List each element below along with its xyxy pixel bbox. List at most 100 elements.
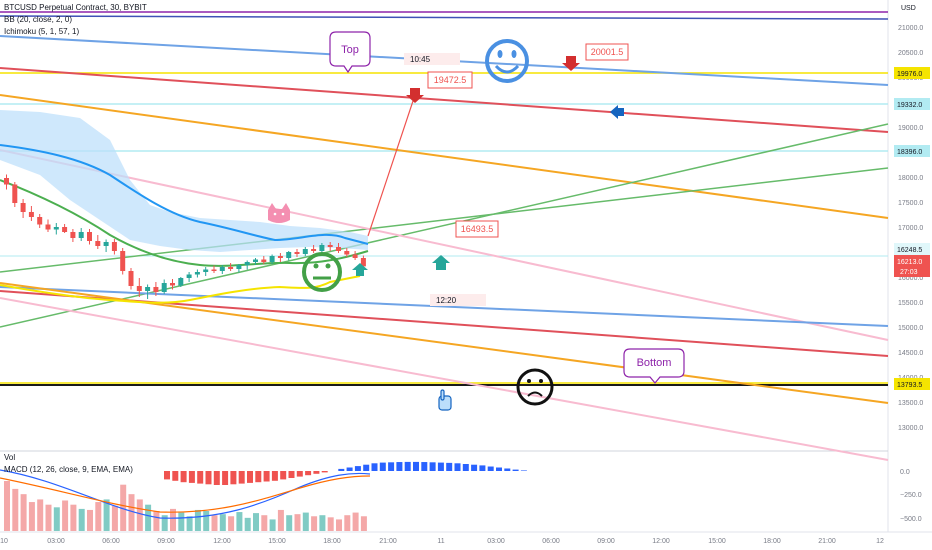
macd-histogram — [164, 461, 527, 485]
candle — [186, 272, 192, 282]
bottom-callout[interactable]: Bottom — [623, 348, 685, 384]
candle — [128, 268, 134, 290]
top-callout[interactable]: Top — [329, 31, 371, 74]
lower-band-line — [0, 275, 361, 304]
candle-body — [128, 271, 134, 286]
macd-bar — [379, 462, 386, 471]
svg-text:16213.0: 16213.0 — [897, 259, 922, 266]
volume-bar — [145, 504, 152, 531]
trendline-green-shallow — [0, 167, 889, 273]
time-tick-label: 12:00 — [652, 538, 670, 545]
candle-body — [228, 267, 234, 269]
price-tick-label: 14500.0 — [898, 350, 923, 357]
macd-bar — [479, 465, 486, 471]
macd-bar — [388, 462, 395, 471]
arrow-up-icon[interactable] — [432, 255, 450, 270]
candle-body — [261, 259, 267, 262]
volume-bar — [203, 511, 210, 531]
volume-bar — [20, 494, 27, 531]
price-badge-19976: 19976.0 — [894, 67, 930, 79]
candle-body — [120, 251, 126, 271]
time-tick-label: 21:00 — [818, 538, 836, 545]
candle — [269, 254, 275, 264]
bottom-callout-label: Bottom — [637, 357, 672, 369]
macd-bar — [512, 469, 519, 471]
volume-bar — [261, 515, 268, 531]
target-20001[interactable]: 20001.5 — [585, 43, 629, 61]
macd-bar — [222, 471, 229, 485]
macd-bar — [263, 471, 270, 482]
bb-legend[interactable]: BB (20, close, 2, 0) — [4, 15, 72, 24]
macd-axis-ticks: 0.0 −250.0 −500.0 — [900, 469, 922, 523]
price-tick-label: 16000.0 — [898, 275, 923, 282]
candle — [219, 265, 225, 274]
volume-bar — [161, 515, 168, 531]
candle-body — [219, 267, 225, 271]
candle-body — [311, 249, 317, 251]
volume-bar — [336, 519, 342, 531]
macd-bar — [305, 471, 312, 476]
candle — [28, 206, 34, 221]
volume-bar — [45, 504, 52, 531]
target-16493-label: 16493.5 — [461, 224, 494, 234]
arrow-down-icon[interactable] — [562, 56, 580, 71]
candle-body — [302, 249, 308, 254]
level-line-top-blue — [0, 15, 889, 20]
candle-body — [352, 254, 358, 258]
target-16493[interactable]: 16493.5 — [455, 220, 499, 238]
price-tick-label: 20500.0 — [898, 50, 923, 57]
candle — [95, 235, 101, 249]
arrow-down-icon[interactable] — [406, 88, 424, 103]
macd-bar — [421, 462, 428, 471]
target-19472[interactable]: 19472.5 — [427, 71, 473, 89]
price-tick-label: 17000.0 — [898, 225, 923, 232]
trendline-red-upper — [0, 67, 889, 133]
macd-bar — [338, 468, 345, 471]
candle — [253, 258, 258, 265]
volume-bar — [28, 502, 35, 531]
volume-bar — [277, 509, 284, 531]
hand-pointer-icon[interactable] — [438, 389, 452, 411]
candle — [161, 279, 167, 294]
volume-bar — [186, 516, 193, 531]
arrow-left-icon[interactable] — [610, 105, 624, 119]
candle-body — [20, 203, 26, 212]
macd-legend[interactable]: MACD (12, 26, close, 9, EMA, EMA) — [4, 465, 133, 474]
vol-legend[interactable]: Vol — [4, 453, 15, 462]
candle — [344, 248, 350, 257]
ichimoku-legend[interactable]: Ichimoku (5, 1, 57, 1) — [4, 27, 79, 36]
volume-bar — [269, 519, 276, 531]
volume-bar — [211, 515, 218, 531]
neutral-face-icon[interactable] — [302, 252, 342, 292]
candle — [236, 264, 242, 273]
macd-bar — [230, 471, 237, 485]
candle — [120, 248, 126, 275]
candle-body — [344, 251, 350, 255]
candle-body — [136, 286, 142, 291]
symbol-title[interactable]: BTCUSD Perpetual Contract, 30, BYBIT — [4, 3, 147, 12]
happy-face-icon[interactable] — [485, 39, 529, 83]
time-tick-label: 18:00 — [763, 538, 781, 545]
volume-bar — [360, 516, 367, 531]
target-19472-box — [427, 71, 473, 89]
time-tick-label: 09:00 — [597, 538, 615, 545]
candle — [319, 243, 325, 254]
svg-text:18396.0: 18396.0 — [897, 149, 922, 156]
svg-text:19976.0: 19976.0 — [897, 71, 922, 78]
arrow-up-icon[interactable] — [352, 263, 368, 276]
time-box-1220-bg — [430, 294, 486, 306]
candle — [261, 256, 267, 264]
macd-bar — [205, 471, 212, 485]
volume-bar — [178, 512, 185, 531]
volume-bar — [4, 481, 10, 531]
candle — [211, 265, 217, 273]
candle — [87, 229, 92, 245]
candle-body — [70, 232, 76, 238]
candle — [302, 247, 308, 256]
sad-face-icon[interactable] — [516, 368, 554, 406]
cat-face-icon — [268, 203, 290, 223]
price-badge-19332: 19332.0 — [894, 98, 930, 110]
volume-bar — [253, 513, 259, 531]
macd-bar — [454, 463, 461, 471]
